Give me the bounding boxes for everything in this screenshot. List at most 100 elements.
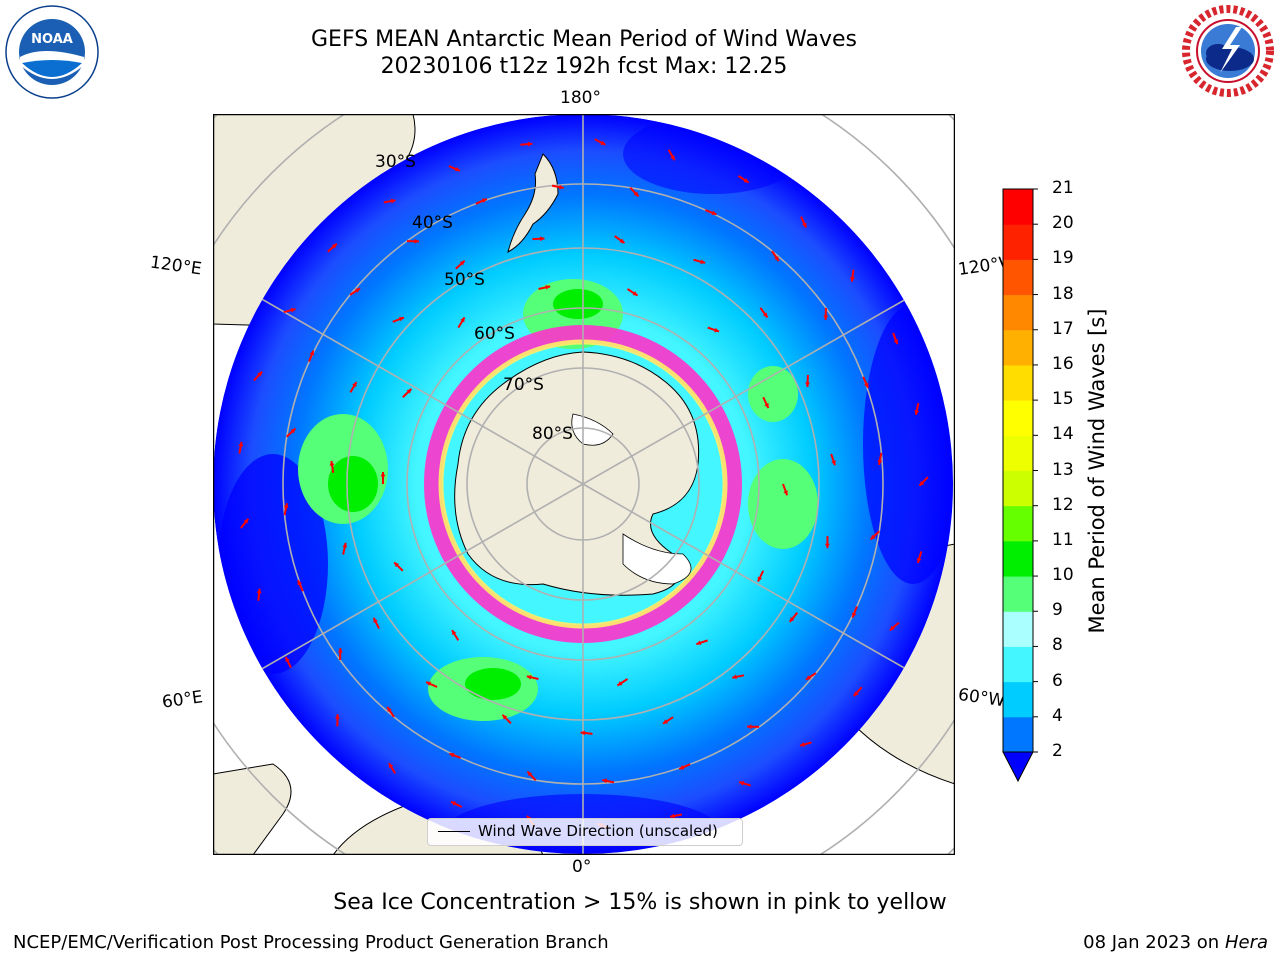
colorbar-cell — [1003, 505, 1033, 542]
wind-wave-arrow-head — [454, 166, 460, 172]
wind-wave-arrow-head — [373, 617, 378, 623]
colorbar-cell — [1003, 611, 1033, 647]
wind-wave-arrow-head — [789, 617, 795, 622]
colorbar-cell — [1003, 435, 1033, 471]
lon-label-120e: 120°E — [148, 252, 203, 280]
wind-wave-arrow-head — [502, 714, 508, 720]
lon-label-60e: 60°E — [160, 687, 205, 713]
wind-wave-arrow-head — [823, 315, 829, 320]
colorbar-tick-label: 10 — [1052, 565, 1074, 586]
wind-wave-arrow-head — [600, 140, 606, 145]
wind-wave-arrow-head — [527, 141, 533, 147]
colorbar-tick-label: 13 — [1052, 459, 1074, 480]
wind-wave-arrow-head — [335, 714, 340, 719]
wind-wave-arrow-head — [783, 490, 788, 496]
lat-label-60s: 60°S — [474, 324, 515, 344]
wind-wave-arrow-head — [696, 640, 702, 646]
wind-wave-arrow-head — [802, 222, 807, 228]
wind-wave-arrow-head — [387, 706, 392, 712]
wind-wave-arrow-head — [747, 724, 752, 730]
wind-wave-arrow-head — [914, 410, 920, 415]
period-patch-green — [748, 366, 798, 422]
period-patch-green — [328, 456, 378, 512]
footer-date: 08 Jan 2023 on Hera — [1083, 932, 1268, 953]
map-subtitle: 20230106 t12z 192h fcst Max: 12.25 — [380, 54, 788, 79]
wind-wave-arrow-head — [757, 576, 763, 582]
antarctica-landmass — [454, 351, 700, 596]
wind-wave-arrow-head — [481, 198, 487, 203]
wind-wave-arrow-head — [632, 291, 638, 296]
lat-label-70s: 70°S — [503, 375, 544, 395]
polar-stereographic-map — [213, 114, 955, 855]
wind-wave-arrow-head — [916, 557, 922, 563]
wind-wave-arrow-head — [452, 630, 457, 636]
lon-label-60w: 60°W — [956, 684, 1006, 712]
footer-branch: NCEP/EMC/Verification Post Processing Pr… — [13, 932, 609, 953]
lon-label-0: 0° — [572, 857, 592, 877]
colorbar-cell — [1003, 259, 1033, 296]
wind-wave-arrow-head — [309, 350, 315, 356]
wind-wave-arrow-head — [285, 656, 290, 662]
wind-wave-arrow-head — [617, 681, 623, 686]
wind-wave-arrow-head — [800, 742, 805, 747]
wind-wave-arrow-head — [394, 562, 400, 568]
colorbar-tick-label: 17 — [1052, 318, 1074, 339]
wind-wave-arrow-head — [825, 543, 830, 549]
colorbar-tick-label: 11 — [1052, 529, 1074, 550]
footer-date-text: 08 Jan 2023 on — [1083, 932, 1220, 953]
wind-wave-arrow-head — [893, 339, 899, 345]
wind-wave-arrow-head — [342, 542, 348, 548]
lat-label-80s: 80°S — [532, 424, 573, 444]
wind-wave-arrow-head — [877, 459, 883, 465]
new-zealand-landmass — [507, 153, 559, 253]
map-frame — [213, 114, 955, 855]
legend-line-sample — [438, 831, 470, 832]
colorbar-tick-label: 9 — [1052, 600, 1063, 621]
lon-label-180: 180° — [560, 88, 601, 108]
map-legend: Wind Wave Direction (unscaled) — [427, 818, 743, 846]
colorbar-tick-label: 19 — [1052, 248, 1074, 269]
colorbar-under-extension — [1002, 751, 1034, 783]
period-patch-green — [748, 459, 818, 549]
wind-wave-arrow-head — [283, 503, 289, 509]
wind-wave-arrow-head — [700, 259, 706, 265]
wind-wave-arrow-head — [851, 612, 857, 618]
wind-wave-arrow-head — [853, 691, 859, 697]
madagascar-landmass — [213, 763, 292, 855]
wind-wave-arrow-head — [526, 674, 532, 680]
wind-wave-arrow-head — [831, 460, 836, 466]
colorbar-tick-label: 15 — [1052, 389, 1074, 410]
colorbar-tick-label: 6 — [1052, 670, 1063, 691]
wind-wave-arrow-head — [774, 256, 779, 262]
wind-wave-arrow-head — [329, 460, 335, 466]
wind-wave-arrow-head — [764, 403, 769, 409]
period-patch-green — [553, 289, 603, 319]
wind-wave-arrow-head — [889, 625, 895, 631]
wind-wave-arrow-head — [527, 771, 533, 777]
nws-logo — [1182, 5, 1274, 97]
wind-wave-arrow-head — [290, 307, 296, 313]
lat-label-40s: 40°S — [412, 213, 453, 233]
meridian-lines — [213, 114, 953, 854]
wind-wave-arrow-head — [414, 238, 419, 244]
colorbar-tick-label: 12 — [1052, 494, 1074, 515]
colorbar-tick-label: 18 — [1052, 283, 1074, 304]
colorbar-cell — [1003, 646, 1033, 683]
legend-label: Wind Wave Direction (unscaled) — [478, 822, 718, 840]
map-title: GEFS MEAN Antarctic Mean Period of Wind … — [311, 27, 857, 52]
wind-wave-arrow-head — [580, 730, 586, 736]
period-patch-green — [465, 668, 521, 700]
colorbar-tick-label: 14 — [1052, 424, 1074, 445]
wind-wave-arrow-head — [739, 781, 745, 786]
wind-wave-arrow-head — [662, 719, 668, 724]
wind-wave-arrow-head — [380, 472, 386, 477]
wind-wave-arrow-head — [619, 238, 625, 244]
wind-wave-arrow-head — [459, 260, 465, 266]
lat-label-50s: 50°S — [444, 270, 485, 290]
colorbar-cell — [1003, 224, 1033, 260]
wind-wave-arrow-head — [352, 381, 357, 387]
colorbar-tick-label: 21 — [1052, 178, 1074, 198]
wind-wave-arrow-head — [633, 191, 639, 197]
colorbar-cell — [1003, 540, 1033, 577]
lat-label-30s: 30°S — [375, 152, 416, 172]
